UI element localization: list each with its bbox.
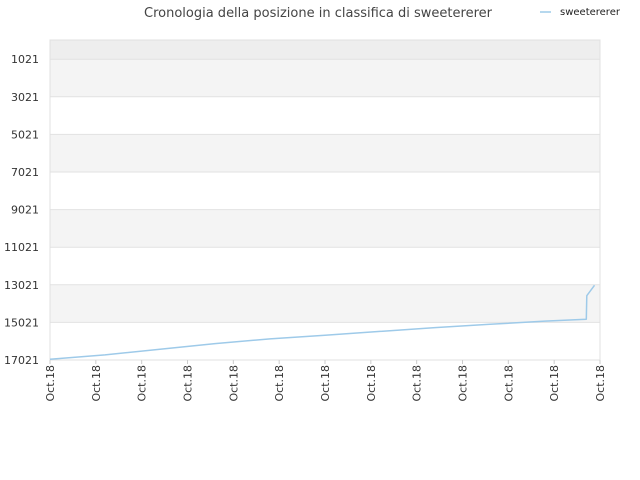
y-tick-label: 7021 — [11, 166, 39, 179]
series-lines — [49, 284, 596, 360]
y-tick-label: 5021 — [11, 128, 39, 141]
x-tick-label: Oct.18 — [365, 365, 378, 402]
y-tick-label: 13021 — [4, 279, 39, 292]
x-axis-ticks: Oct.18 Oct.18 Oct.18 Oct.18 Oct.18 Oct.18 Oct.… — [44, 360, 607, 402]
y-tick-label: 11021 — [4, 241, 39, 254]
x-tick-label: Oct.18 — [457, 365, 470, 402]
plot-band — [50, 209, 600, 248]
y-tick-label: 3021 — [11, 91, 39, 104]
plot-band — [50, 59, 600, 97]
y-axis-ticks: 1021 3021 5021 7021 9021 11021 13021 15021 17021 — [4, 53, 39, 367]
plot-band — [50, 284, 600, 323]
x-tick-label: Oct.18 — [502, 365, 515, 402]
y-tick-label: 15021 — [4, 316, 39, 329]
x-tick-label: Oct.18 — [136, 365, 149, 402]
plot-band — [50, 134, 600, 172]
y-tick-label: 9021 — [11, 204, 39, 217]
x-tick-label: Oct.18 — [411, 365, 424, 402]
x-tick-label: Oct.18 — [548, 365, 561, 402]
x-tick-label: Oct.18 — [90, 365, 103, 402]
x-tick-label: Oct.18 — [273, 365, 286, 402]
x-tick-label: Oct.18 — [594, 365, 607, 402]
y-tick-label: 17021 — [4, 354, 39, 367]
x-tick-label: Oct.18 — [227, 365, 240, 402]
legend-label: sweetererer — [560, 7, 621, 18]
plot-band — [50, 247, 600, 285]
chart-title: Cronologia della posizione in classifica… — [144, 6, 493, 21]
plot-band — [50, 171, 600, 210]
plot-band — [50, 96, 600, 135]
plot-band — [50, 322, 600, 360]
plot-background-bands — [50, 40, 600, 360]
x-tick-label: Oct.18 — [319, 365, 332, 402]
series-line — [49, 284, 596, 360]
plot-band — [50, 40, 600, 60]
x-tick-label: Oct.18 — [182, 365, 195, 402]
x-tick-label: Oct.18 — [44, 365, 57, 402]
legend: sweetererer — [540, 7, 621, 18]
y-tick-label: 1021 — [11, 53, 39, 66]
